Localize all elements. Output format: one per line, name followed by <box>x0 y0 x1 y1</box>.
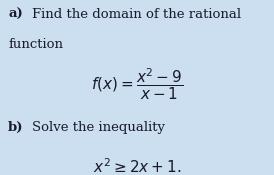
Text: $f(x) = \dfrac{x^2 - 9}{x - 1}$: $f(x) = \dfrac{x^2 - 9}{x - 1}$ <box>91 66 183 102</box>
Text: a): a) <box>8 8 23 21</box>
Text: Find the domain of the rational: Find the domain of the rational <box>32 8 241 21</box>
Text: Solve the inequality: Solve the inequality <box>32 121 164 134</box>
Text: $x^2 \geq 2x + 1.$: $x^2 \geq 2x + 1.$ <box>93 158 181 175</box>
Text: b): b) <box>8 121 24 134</box>
Text: function: function <box>8 38 63 51</box>
